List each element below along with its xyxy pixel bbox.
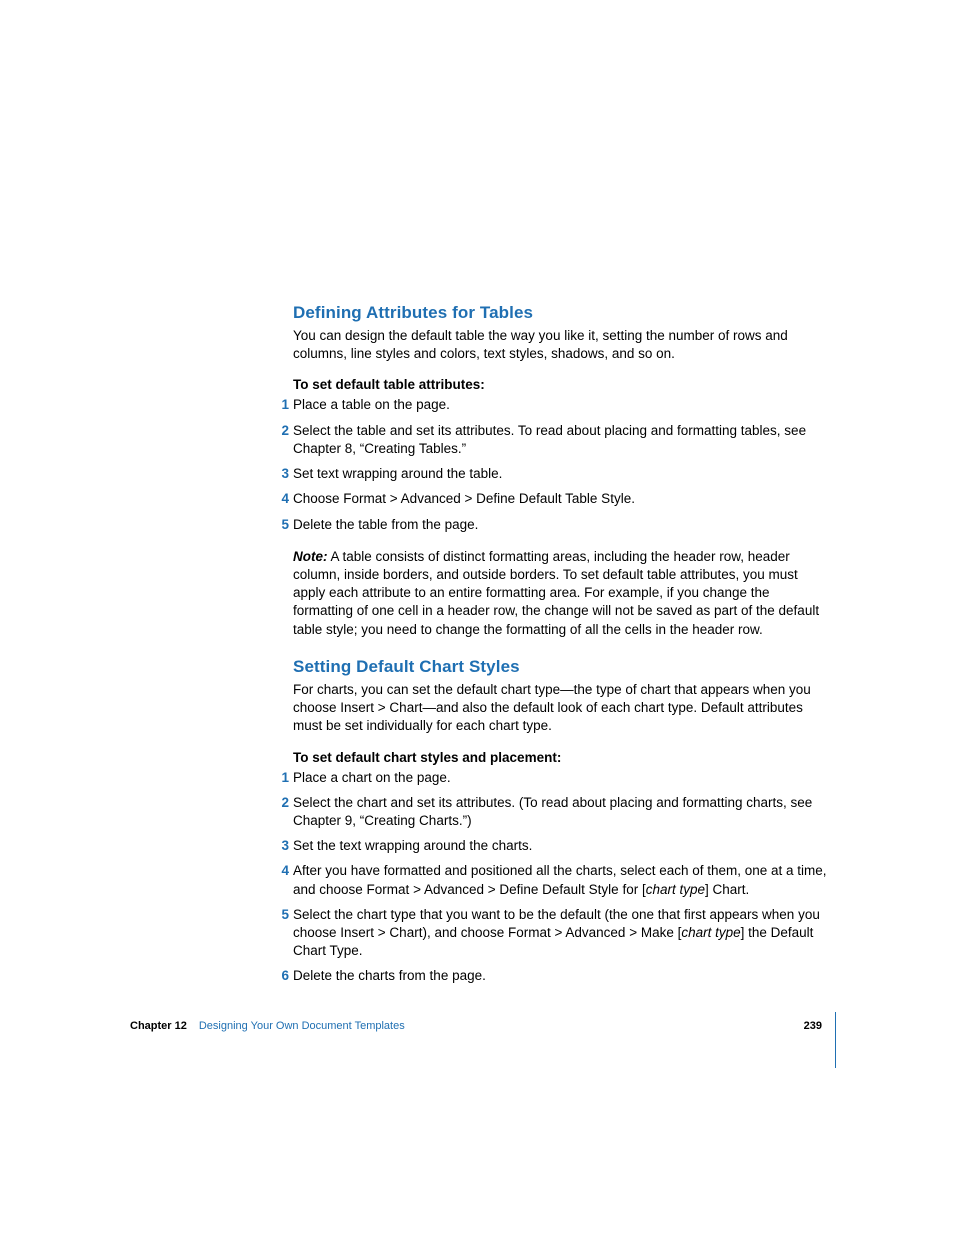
document-page: Defining Attributes for Tables You can d… (0, 0, 954, 1235)
step-text: Choose Format > Advanced > Define Defaul… (293, 490, 829, 508)
section2-intro: For charts, you can set the default char… (293, 681, 829, 736)
step-text: Place a chart on the page. (293, 769, 829, 787)
step-text: Delete the table from the page. (293, 516, 829, 534)
list-item: 3 Set text wrapping around the table. (293, 465, 829, 483)
step-number: 2 (271, 794, 289, 812)
list-item: 4 Choose Format > Advanced > Define Defa… (293, 490, 829, 508)
list-item: 5 Select the chart type that you want to… (293, 906, 829, 961)
list-item: 2 Select the table and set its attribute… (293, 422, 829, 458)
step-number: 5 (271, 516, 289, 534)
section1-subhead: To set default table attributes: (293, 377, 829, 392)
footer-chapter-title: Designing Your Own Document Templates (199, 1020, 405, 1032)
step-number: 4 (271, 862, 289, 880)
note-label: Note: (293, 549, 328, 564)
footer-chapter-label: Chapter 12 (130, 1020, 187, 1032)
step-text: Set text wrapping around the table. (293, 465, 829, 483)
step-text: Delete the charts from the page. (293, 967, 829, 985)
page-number: 239 (804, 1020, 822, 1032)
list-item: 6 Delete the charts from the page. (293, 967, 829, 985)
list-item: 2 Select the chart and set its attribute… (293, 794, 829, 830)
step-number: 6 (271, 967, 289, 985)
step-number: 4 (271, 490, 289, 508)
section-heading-tables: Defining Attributes for Tables (293, 303, 829, 323)
step-text: Place a table on the page. (293, 396, 829, 414)
section2-subhead: To set default chart styles and placemen… (293, 750, 829, 765)
section1-intro: You can design the default table the way… (293, 327, 829, 363)
step-number: 5 (271, 906, 289, 924)
step-number: 1 (271, 769, 289, 787)
section-chart-styles: Setting Default Chart Styles For charts,… (293, 657, 829, 986)
page-footer: Chapter 12 Designing Your Own Document T… (130, 1020, 822, 1080)
note-block: Note: A table consists of distinct forma… (293, 548, 829, 639)
list-item: 5 Delete the table from the page. (293, 516, 829, 534)
step-number: 3 (271, 465, 289, 483)
step-text: Select the chart and set its attributes.… (293, 794, 829, 830)
step-number: 2 (271, 422, 289, 440)
step-text: After you have formatted and positioned … (293, 862, 829, 898)
section-heading-charts: Setting Default Chart Styles (293, 657, 829, 677)
list-item: 1 Place a chart on the page. (293, 769, 829, 787)
note-body: A table consists of distinct formatting … (293, 549, 819, 637)
list-item: 4 After you have formatted and positione… (293, 862, 829, 898)
footer-rule (835, 1012, 836, 1068)
section1-steps: 1 Place a table on the page. 2 Select th… (293, 396, 829, 533)
step-text: Select the chart type that you want to b… (293, 906, 829, 961)
step-number: 1 (271, 396, 289, 414)
step-text: Select the table and set its attributes.… (293, 422, 829, 458)
step-text: Set the text wrapping around the charts. (293, 837, 829, 855)
list-item: 1 Place a table on the page. (293, 396, 829, 414)
step-number: 3 (271, 837, 289, 855)
footer-line: Chapter 12 Designing Your Own Document T… (130, 1020, 822, 1032)
list-item: 3 Set the text wrapping around the chart… (293, 837, 829, 855)
section2-steps: 1 Place a chart on the page. 2 Select th… (293, 769, 829, 986)
